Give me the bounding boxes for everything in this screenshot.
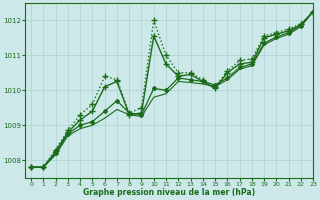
X-axis label: Graphe pression niveau de la mer (hPa): Graphe pression niveau de la mer (hPa) [83,188,255,197]
